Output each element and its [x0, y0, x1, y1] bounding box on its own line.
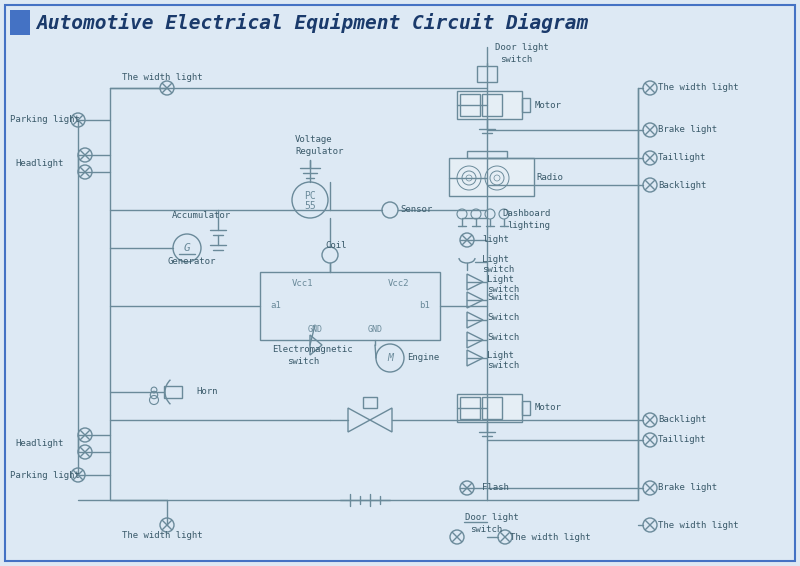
Bar	[522, 401, 530, 415]
Text: Vcc2: Vcc2	[387, 278, 409, 288]
Bar	[457, 394, 522, 422]
Text: Radio: Radio	[536, 174, 563, 182]
Text: switch: switch	[482, 265, 514, 275]
Text: Coil: Coil	[325, 241, 346, 250]
Text: light: light	[482, 235, 509, 245]
Text: a1: a1	[270, 302, 282, 311]
Text: G: G	[184, 243, 190, 253]
Text: Flash: Flash	[482, 483, 509, 492]
Text: Parking light: Parking light	[10, 470, 80, 479]
Bar	[467, 151, 507, 158]
Bar	[260, 272, 440, 340]
Text: Light: Light	[482, 255, 509, 264]
Text: Generator: Generator	[167, 258, 215, 267]
Bar	[460, 94, 480, 116]
Text: Door light: Door light	[465, 512, 518, 521]
Text: The width light: The width light	[658, 84, 738, 92]
Text: Accumulator: Accumulator	[172, 211, 231, 220]
Text: switch: switch	[487, 361, 519, 370]
Text: Brake light: Brake light	[658, 483, 717, 492]
Text: switch: switch	[470, 525, 502, 534]
Text: GND: GND	[307, 324, 322, 333]
Text: The width light: The width light	[510, 533, 590, 542]
Bar	[449, 158, 534, 196]
Text: Dashboard: Dashboard	[502, 209, 550, 218]
Text: Brake light: Brake light	[658, 126, 717, 135]
Text: switch: switch	[487, 285, 519, 294]
Bar	[522, 98, 530, 112]
Text: Taillight: Taillight	[658, 153, 706, 162]
Text: Electromagnetic: Electromagnetic	[272, 345, 353, 354]
Text: Backlight: Backlight	[658, 181, 706, 190]
Text: The width light: The width light	[122, 530, 202, 539]
Text: Parking light: Parking light	[10, 115, 80, 125]
Text: Vcc1: Vcc1	[291, 278, 313, 288]
Bar	[482, 397, 502, 419]
Text: Motor: Motor	[535, 404, 562, 413]
Text: Light: Light	[487, 351, 514, 361]
Text: The width light: The width light	[122, 74, 202, 83]
Text: switch: switch	[500, 55, 532, 65]
Text: Light: Light	[487, 276, 514, 285]
Text: Engine: Engine	[407, 354, 439, 362]
Text: lighting: lighting	[507, 221, 550, 229]
Text: Switch: Switch	[487, 294, 519, 302]
Text: GND: GND	[367, 324, 382, 333]
Text: Headlight: Headlight	[15, 439, 63, 448]
Bar	[457, 91, 522, 119]
Text: PC: PC	[304, 191, 316, 201]
Text: Switch: Switch	[487, 333, 519, 342]
Text: switch: switch	[287, 357, 319, 366]
Text: b1: b1	[418, 302, 430, 311]
Text: 55: 55	[304, 201, 316, 211]
Text: Door light: Door light	[495, 44, 549, 53]
Text: M: M	[387, 353, 393, 363]
Text: Automotive Electrical Equipment Circuit Diagram: Automotive Electrical Equipment Circuit …	[36, 13, 588, 33]
Bar	[10, 10, 30, 35]
Bar	[482, 94, 502, 116]
Bar	[477, 66, 497, 82]
Bar	[164, 386, 182, 398]
Bar	[363, 397, 377, 408]
Text: Headlight: Headlight	[15, 158, 63, 168]
Text: Motor: Motor	[535, 101, 562, 109]
Text: Regulator: Regulator	[295, 147, 343, 156]
Text: Taillight: Taillight	[658, 435, 706, 444]
Text: Switch: Switch	[487, 314, 519, 323]
Text: Horn: Horn	[196, 388, 218, 397]
Bar	[460, 397, 480, 419]
Text: The width light: The width light	[658, 521, 738, 530]
Text: Sensor: Sensor	[400, 205, 432, 215]
Text: Voltage: Voltage	[295, 135, 333, 144]
Text: Backlight: Backlight	[658, 415, 706, 424]
